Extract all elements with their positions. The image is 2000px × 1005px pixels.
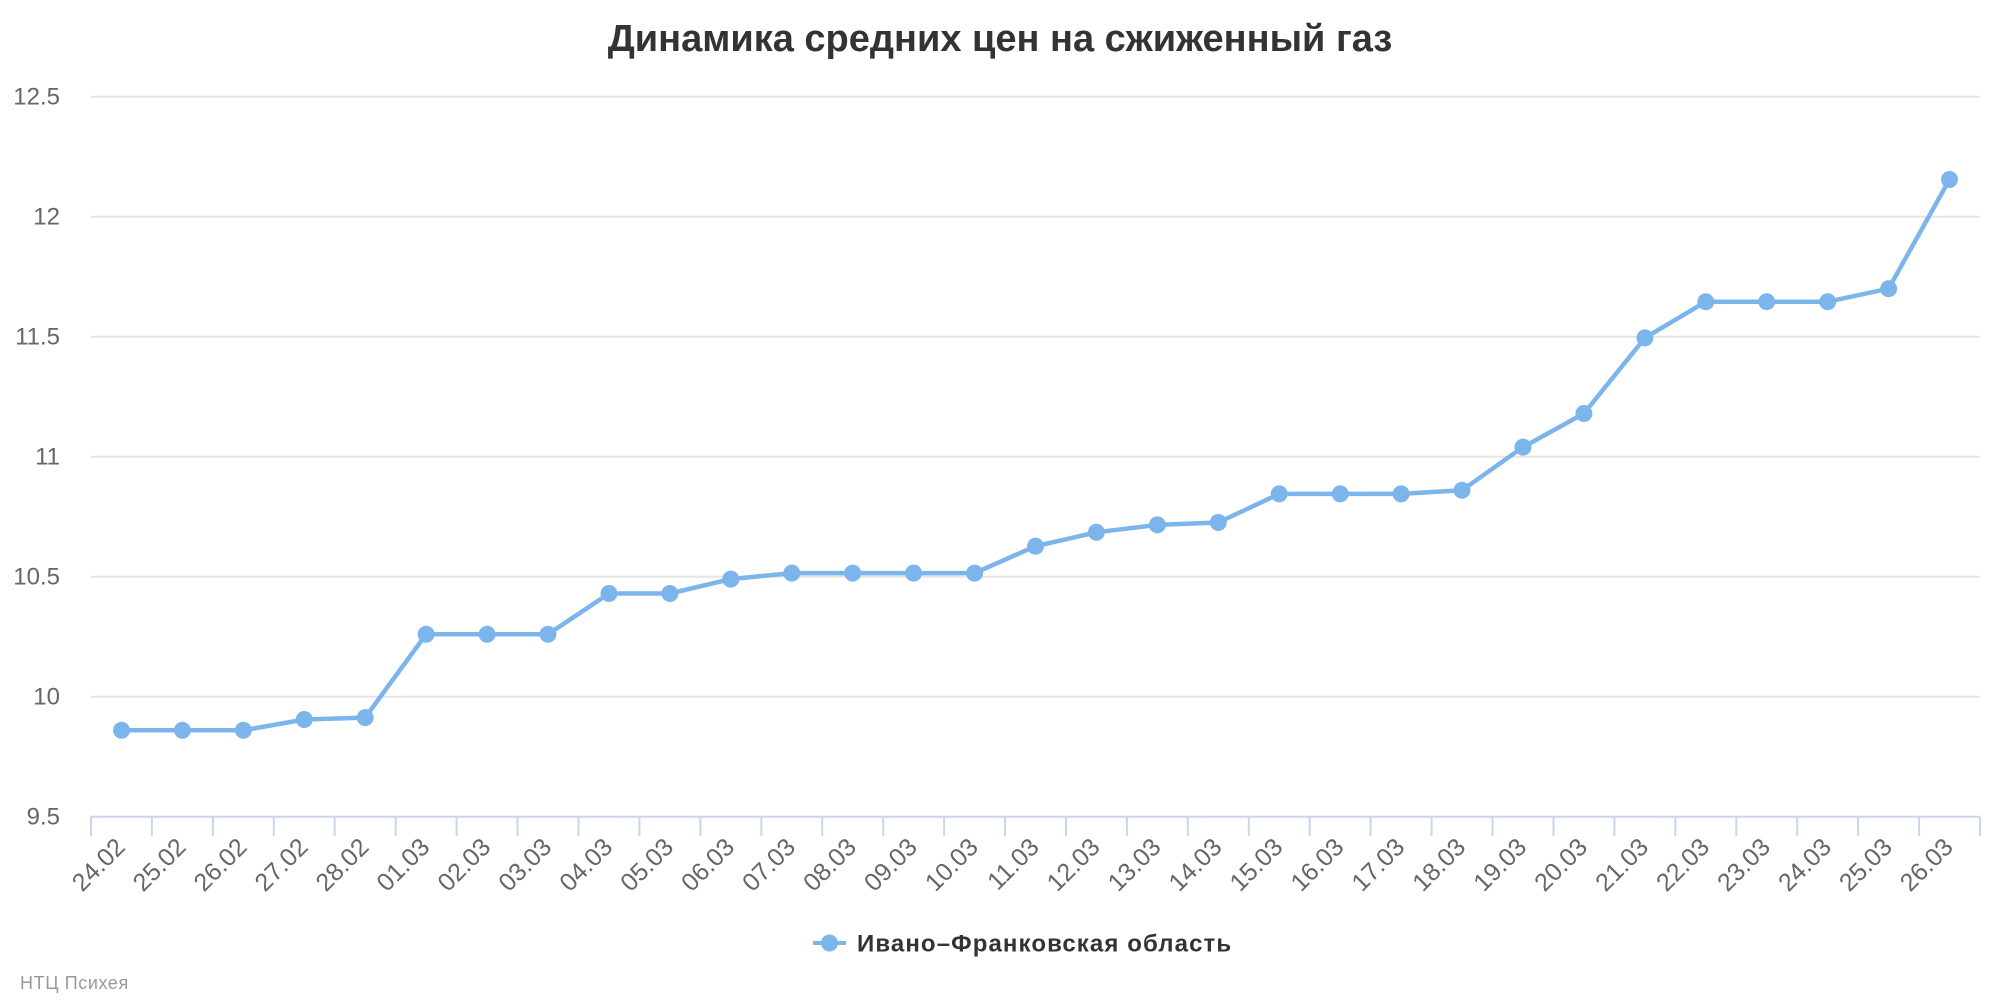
svg-text:НТЦ Психея: НТЦ Психея [20,973,129,993]
svg-text:Динамика средних цен на сжижен: Динамика средних цен на сжиженный газ [608,18,1393,60]
svg-text:11.5: 11.5 [15,324,60,351]
svg-text:10: 10 [33,684,60,711]
svg-text:9.5: 9.5 [27,804,60,831]
svg-text:10.5: 10.5 [13,564,60,591]
svg-text:Ивано–Франковская область: Ивано–Франковская область [857,931,1232,958]
svg-text:12: 12 [33,204,60,231]
svg-text:11: 11 [35,444,60,471]
svg-text:12.5: 12.5 [13,84,60,111]
